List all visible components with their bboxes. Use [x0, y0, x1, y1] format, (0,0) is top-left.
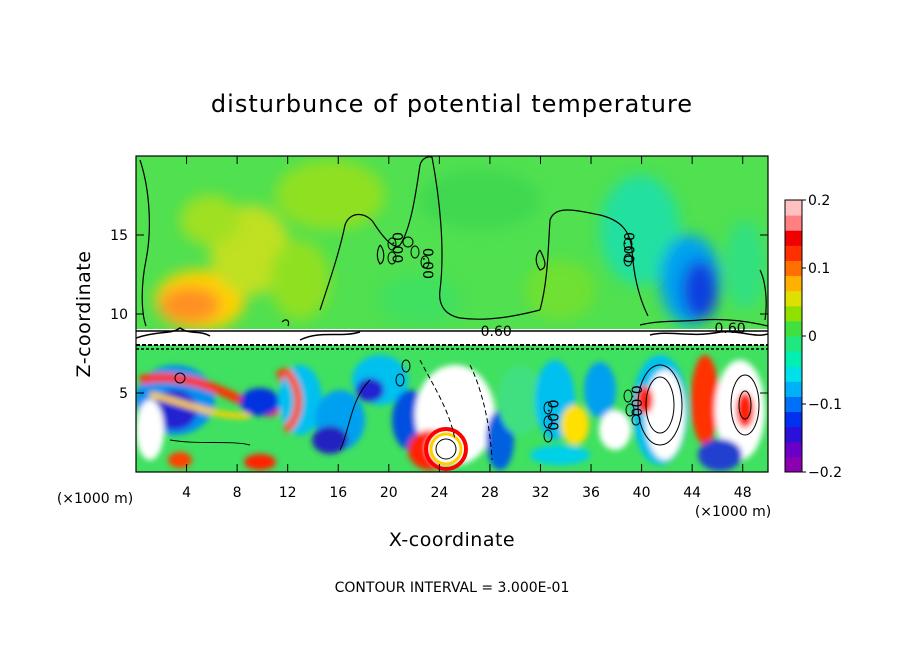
- y-axis-label: Z-coordinate: [73, 251, 95, 378]
- contour-clusters: [136, 236, 768, 443]
- x-tick-label: 8: [233, 485, 242, 501]
- contour-label: 0.00: [419, 248, 435, 279]
- colorbar-tick-label: −0.2: [808, 465, 842, 481]
- contour-label: 0.60: [481, 324, 512, 340]
- contour-label: 0.00: [627, 385, 643, 416]
- lower-field: [136, 345, 768, 472]
- x-tick-label: 28: [481, 485, 499, 501]
- x-tick-label: 44: [683, 485, 701, 501]
- colorbar-swatch: [785, 396, 802, 413]
- zero-contours: [139, 156, 768, 327]
- inversion-band: [136, 329, 768, 345]
- x-tick-label: 40: [633, 485, 651, 501]
- plot-area: 0.60 0.60 0.00 0.00 0.00 0.00 0.00: [136, 156, 768, 472]
- colorbar-tick-label: 0.1: [808, 261, 830, 277]
- x-tick-label: 4: [182, 485, 191, 501]
- colorbar-swatch: [785, 200, 802, 216]
- y-tick-label: 5: [119, 386, 128, 402]
- colorbar-swatch: [785, 215, 802, 231]
- y-axis: 5 10 15: [110, 228, 768, 402]
- x-axis: 4 8 12 16 20 24 28 32 36 40 44 48: [182, 156, 752, 501]
- x-unit-right: (×1000 m): [695, 504, 771, 520]
- colorbar-swatch: [785, 305, 802, 322]
- x-tick-label: 32: [532, 485, 550, 501]
- colorbar-swatch: [785, 290, 802, 307]
- colorbar-swatch: [785, 230, 802, 246]
- colorbar-swatch: [785, 351, 802, 367]
- contour-label: 0.00: [389, 232, 405, 263]
- contour-label: 0.60: [714, 321, 745, 337]
- colorbar-swatch: [785, 245, 802, 261]
- x-tick-label: 24: [430, 485, 448, 501]
- colorbar-swatch: [785, 260, 802, 277]
- y-tick-label: 15: [110, 228, 128, 244]
- contour-label: 0.00: [544, 400, 560, 431]
- colorbar-swatch: [785, 336, 802, 352]
- colorbar-tick-label: −0.1: [808, 397, 842, 413]
- contour-labels: 0.60 0.60 0.00 0.00 0.00 0.00 0.00: [389, 232, 746, 431]
- x-axis-label: X-coordinate: [389, 529, 515, 551]
- colorbar-swatch: [785, 456, 802, 473]
- x-tick-label: 12: [279, 485, 297, 501]
- x-tick-label: 48: [734, 485, 752, 501]
- colorbar-tick-label: 0: [808, 329, 817, 345]
- colorbar: 0.2 0.1 0 −0.1 −0.2: [784, 193, 842, 481]
- colorbar-swatch: [785, 426, 802, 443]
- y-tick-label: 10: [110, 307, 128, 323]
- colorbar-swatch: [785, 275, 802, 292]
- colorbar-swatch: [785, 320, 802, 337]
- contour-interval-note: CONTOUR INTERVAL = 3.000E-01: [335, 580, 570, 596]
- x-tick-label: 36: [582, 485, 600, 501]
- upper-field: [136, 156, 768, 329]
- colorbar-swatch: [785, 441, 802, 458]
- contour-label: 0.00: [620, 232, 636, 263]
- x-tick-label: 16: [329, 485, 347, 501]
- x-tick-label: 20: [380, 485, 398, 501]
- colorbar-tick-label: 0.2: [808, 193, 830, 209]
- chart-title: disturbunce of potential temperature: [211, 90, 693, 118]
- colorbar-swatch: [785, 381, 802, 397]
- colorbar-swatch: [785, 411, 802, 428]
- x-unit-left: (×1000 m): [57, 491, 133, 507]
- colorbar-swatch: [785, 366, 802, 382]
